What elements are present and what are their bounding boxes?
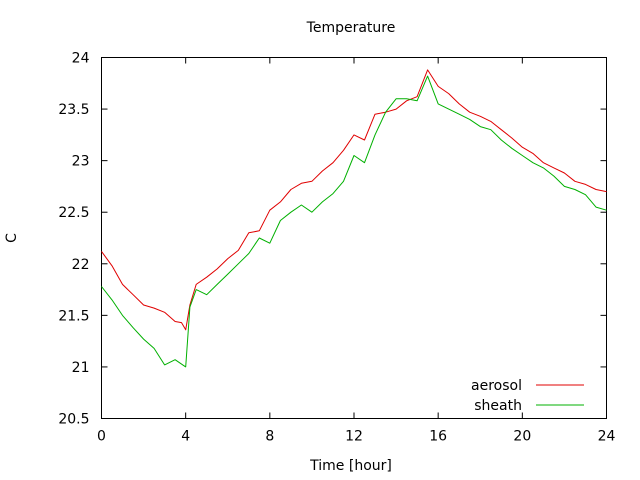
x-tick-label: 16 [429, 429, 447, 445]
x-tick-label: 24 [598, 429, 616, 445]
y-tick-label: 23.5 [58, 102, 89, 118]
series-group [101, 69, 607, 368]
series-line-aerosol [101, 69, 607, 331]
y-tick-label: 23 [72, 154, 90, 170]
series-line-sheath [101, 75, 607, 368]
legend: aerosol sheath [471, 378, 584, 414]
legend-label-sheath: sheath [474, 398, 522, 414]
y-tick-label: 24 [72, 51, 90, 67]
x-tick-label: 8 [265, 429, 274, 445]
axis-ticks: 0 4 8 12 16 20 24 20.5 21 21.5 22 22.5 23 23.5 24 [58, 51, 615, 445]
chart-title: Temperature [306, 20, 396, 36]
y-tick-label: 22 [72, 257, 90, 273]
x-tick-label: 12 [345, 429, 363, 445]
legend-label-aerosol: aerosol [471, 378, 522, 394]
y-axis-label: C [4, 233, 20, 243]
x-tick-label: 0 [97, 429, 106, 445]
y-tick-label: 21.5 [58, 308, 89, 324]
x-axis-label: Time [hour] [309, 458, 392, 474]
x-tick-label: 4 [181, 429, 190, 445]
plot-border [101, 57, 607, 419]
plot-area [101, 57, 607, 419]
y-tick-label: 21 [72, 360, 90, 376]
x-tick-label: 20 [513, 429, 531, 445]
y-tick-label: 20.5 [58, 412, 89, 428]
y-tick-label: 22.5 [58, 205, 89, 221]
